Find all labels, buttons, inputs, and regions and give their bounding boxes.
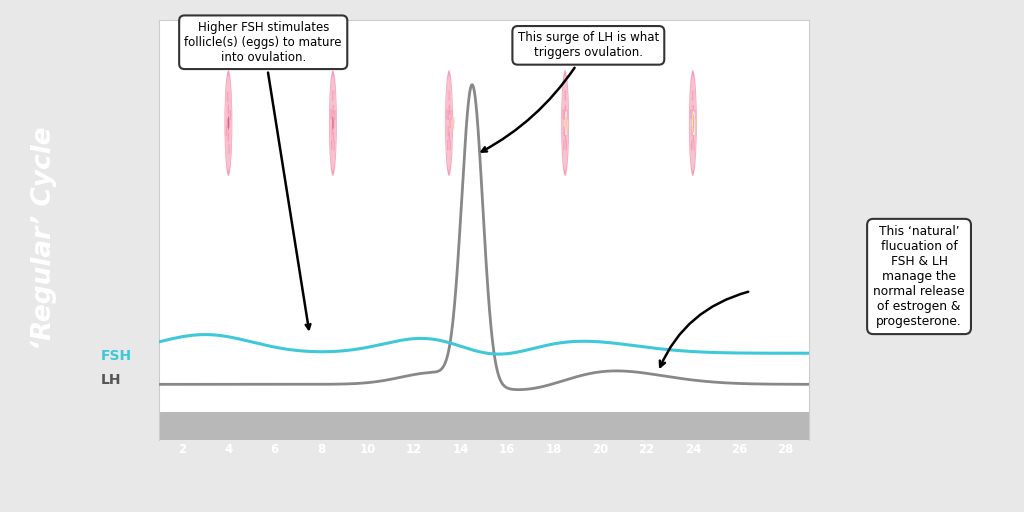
Circle shape	[561, 76, 568, 170]
Circle shape	[561, 70, 569, 176]
Circle shape	[329, 70, 337, 176]
Circle shape	[689, 76, 696, 170]
Circle shape	[445, 76, 453, 170]
Circle shape	[445, 70, 453, 176]
Text: Higher FSH stimulates
follicle(s) (eggs) to mature
into ovulation.: Higher FSH stimulates follicle(s) (eggs)…	[184, 21, 342, 329]
Circle shape	[689, 70, 696, 176]
Text: LH: LH	[100, 373, 121, 387]
Circle shape	[453, 114, 455, 133]
Circle shape	[693, 112, 694, 135]
Text: This surge of LH is what
triggers ovulation.: This surge of LH is what triggers ovulat…	[481, 31, 659, 152]
Circle shape	[330, 76, 337, 170]
Text: ‘Regular’ Cycle: ‘Regular’ Cycle	[31, 126, 56, 350]
Circle shape	[224, 70, 232, 176]
Ellipse shape	[452, 109, 454, 138]
Ellipse shape	[452, 111, 453, 135]
Circle shape	[333, 116, 334, 131]
Circle shape	[227, 116, 229, 131]
Bar	[159, 412, 809, 440]
Text: This ‘natural’
flucuation of
FSH & LH
manage the
normal release
of estrogen &
pr: This ‘natural’ flucuation of FSH & LH ma…	[873, 225, 965, 328]
Text: FSH: FSH	[100, 349, 131, 363]
Circle shape	[565, 112, 567, 135]
Circle shape	[225, 76, 232, 170]
